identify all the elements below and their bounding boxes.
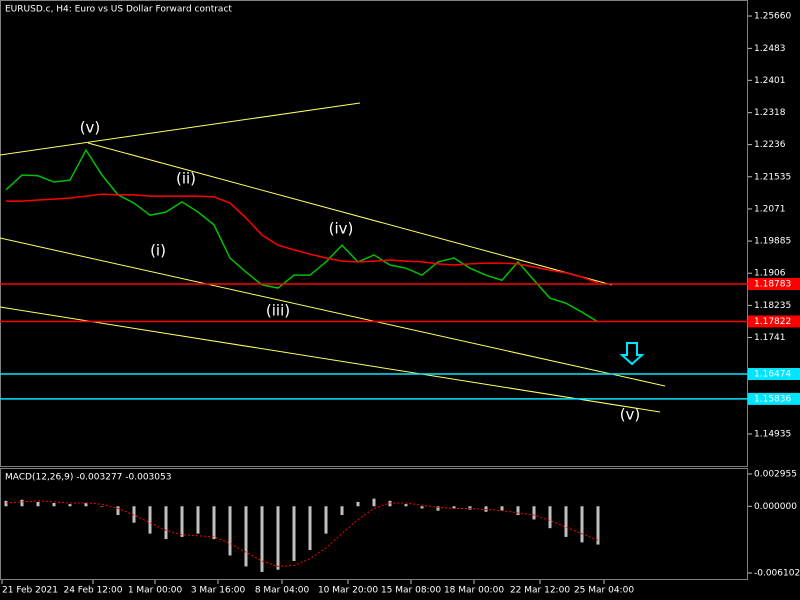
level-tag [748, 278, 800, 291]
y-tick-label: 0.000000 [754, 502, 797, 512]
series-line [6, 193, 599, 284]
histogram-bar [420, 506, 424, 509]
histogram-bar [436, 506, 440, 511]
histogram-bar [116, 506, 120, 516]
histogram-bar [228, 506, 232, 556]
histogram-bar [4, 500, 8, 507]
wave-label: (iv) [329, 220, 354, 238]
y-tick-label: 1.2318 [754, 108, 786, 118]
x-tick-label: 21 Feb 2021 [2, 586, 58, 596]
level-label: 1.18783 [754, 280, 791, 290]
histogram-bar [84, 503, 88, 507]
trend-lines [0, 102, 666, 413]
x-tick-label: 22 Mar 12:00 [510, 586, 570, 596]
y-tick-label: 1.2401 [754, 76, 786, 86]
level-tag [748, 392, 800, 405]
wave-label: (v) [80, 119, 101, 137]
y-tick-label: 1.1906 [754, 269, 786, 279]
histogram-bar [532, 506, 536, 520]
y-tick-label: 1.14935 [754, 429, 791, 439]
histogram-bar [452, 506, 456, 509]
histogram-bar [244, 506, 248, 567]
histogram-bar [164, 506, 168, 540]
histogram-bar [260, 506, 264, 572]
histogram-bar [308, 506, 312, 551]
wave-label: (iii) [266, 302, 290, 320]
trend-line [87, 142, 613, 286]
y-tick-label: 1.25660 [754, 12, 791, 22]
y-tick-label: 1.1741 [754, 333, 786, 343]
histogram-bar [468, 506, 472, 510]
series-line [5, 148, 599, 323]
x-tick-label: 15 Mar 08:00 [381, 586, 441, 596]
histogram-bar [52, 503, 56, 507]
macd-title: MACD(12,26,9) -0.003277 -0.003053 [5, 473, 171, 483]
x-tick-label: 18 Mar 00:00 [444, 586, 504, 596]
histogram-bar [516, 506, 520, 516]
histogram-bar [324, 506, 328, 534]
histogram-bar [148, 506, 152, 534]
level-tag [748, 368, 800, 381]
x-tick-label: 1 Mar 00:00 [128, 586, 183, 596]
level-label: 1.16474 [754, 370, 791, 380]
trend-line [0, 102, 361, 156]
y-tick-label: 0.002955 [754, 469, 797, 479]
histogram-bar [132, 506, 136, 523]
wave-label: (ii) [176, 170, 196, 188]
y-tick-label: 1.21535 [754, 172, 791, 182]
macd-frame [0, 468, 748, 580]
x-tick-label: 24 Feb 12:00 [63, 586, 122, 596]
histogram-bar [404, 504, 408, 507]
x-tick-label: 8 Mar 04:00 [255, 586, 310, 596]
level-tag [748, 315, 800, 328]
histogram-bar [340, 506, 344, 516]
histogram-bar [500, 506, 504, 511]
histogram-bar [180, 506, 184, 537]
histogram-bar [372, 498, 376, 507]
histogram-bar [292, 506, 296, 561]
histogram-bar [564, 506, 568, 537]
main-frame [0, 0, 748, 467]
histogram-bar [212, 506, 216, 540]
y-tick-label: 1.2236 [754, 140, 786, 150]
histogram-bar [596, 506, 600, 545]
down-arrow [619, 342, 645, 366]
series-line [5, 500, 599, 567]
histogram-bar [356, 501, 360, 507]
histogram-bar [20, 499, 24, 507]
histogram-bar [388, 500, 392, 507]
x-tick-label: 25 Mar 04:00 [574, 586, 634, 596]
level-label: 1.15836 [754, 394, 791, 404]
y-tick-label: -0.006102 [754, 569, 800, 579]
y-tick-label: 1.18235 [754, 301, 791, 311]
level-label: 1.17822 [754, 317, 791, 327]
wave-label: (v) [620, 406, 641, 424]
trend-line [0, 237, 666, 387]
histogram-bar [276, 506, 280, 570]
histogram-bar [36, 501, 40, 507]
trend-line [0, 306, 661, 413]
y-tick-label: 1.2483 [754, 44, 786, 54]
chart-title: EURUSD.c, H4: Euro vs US Dollar Forward … [5, 5, 232, 15]
histogram-bar [68, 504, 72, 507]
wave-label: (i) [150, 242, 166, 260]
histogram-bar [548, 506, 552, 529]
y-tick-label: 1.2071 [754, 204, 786, 214]
histogram-bar [100, 506, 104, 507]
histogram-bar [196, 506, 200, 534]
x-tick-label: 3 Mar 16:00 [191, 586, 246, 596]
x-tick-label: 10 Mar 20:00 [318, 586, 378, 596]
histogram-bar [580, 506, 584, 543]
y-tick-label: 1.19885 [754, 237, 791, 247]
histogram-bar [484, 506, 488, 512]
